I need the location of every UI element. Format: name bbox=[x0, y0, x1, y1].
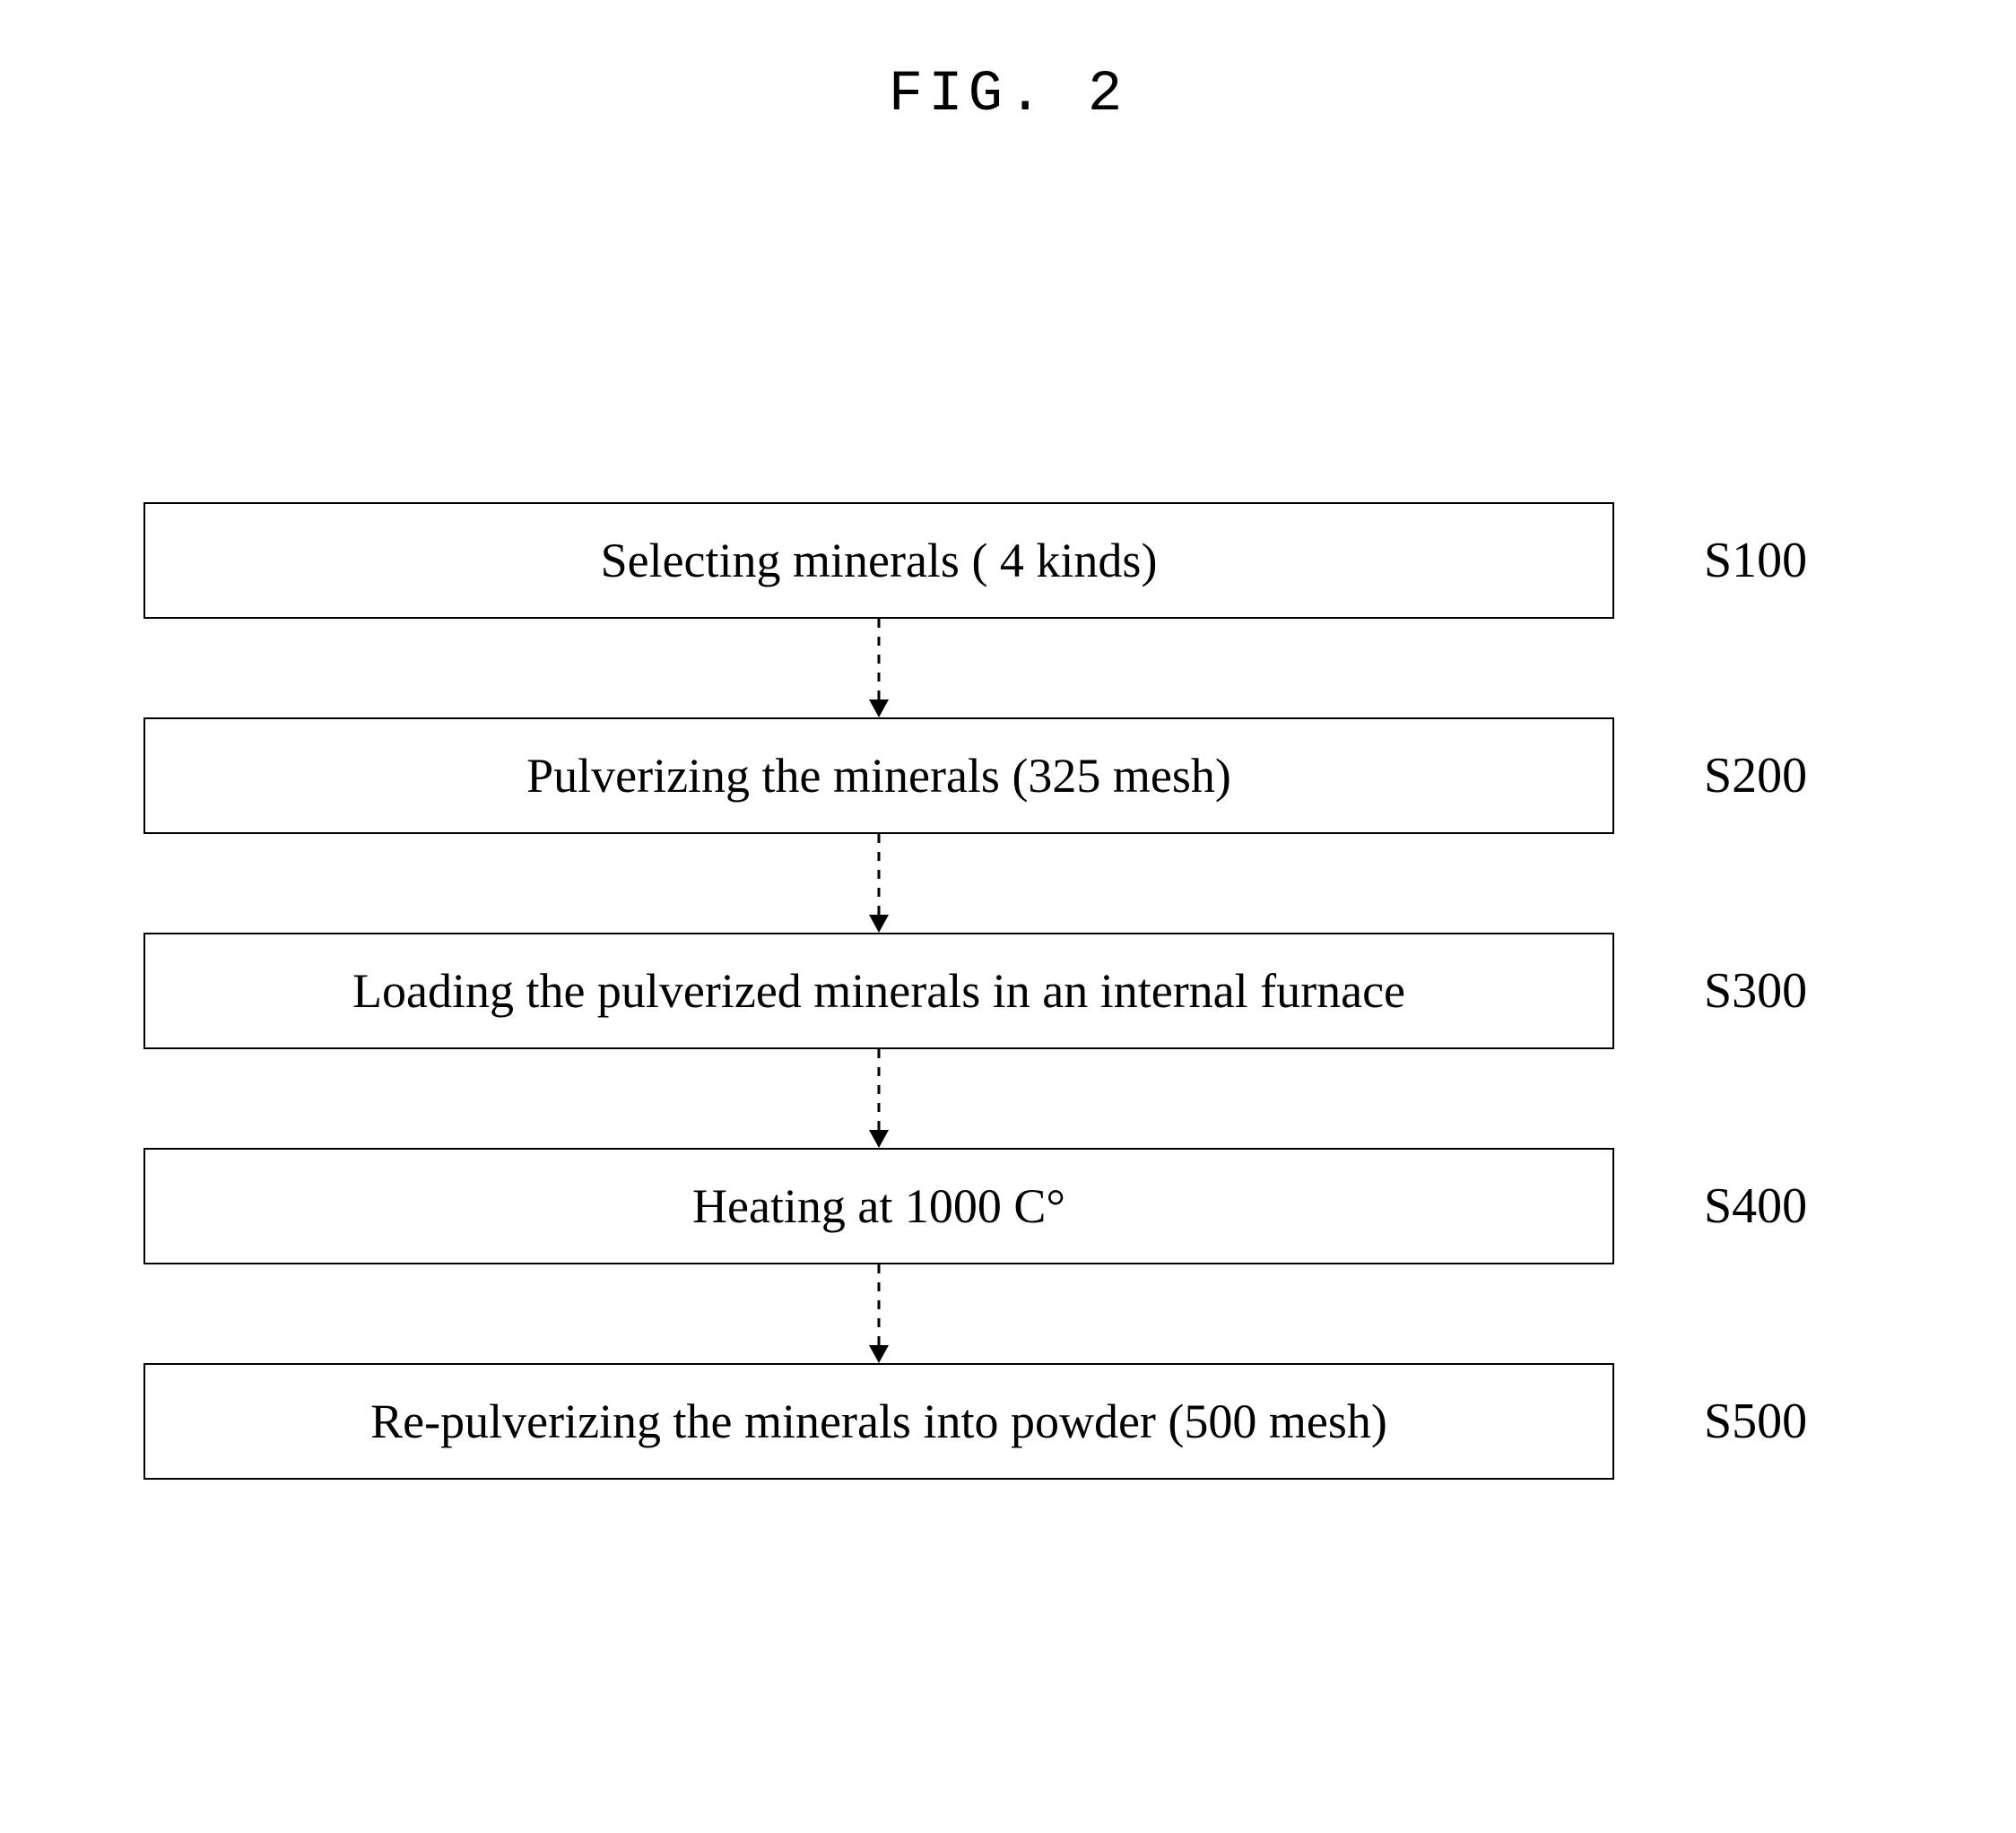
flow-arrow-row bbox=[143, 1264, 1865, 1363]
flowchart: Selecting minerals ( 4 kinds) S100 Pulveri… bbox=[143, 502, 1865, 1480]
flow-step-text: Pulverizing the minerals (325 mesh) bbox=[526, 748, 1231, 804]
flow-step-box: Selecting minerals ( 4 kinds) bbox=[143, 502, 1614, 619]
flow-arrow bbox=[852, 1264, 906, 1363]
page: FIG. 2 Selecting minerals ( 4 kinds) S100… bbox=[0, 0, 2016, 1833]
flow-step-text: Heating at 1000 C° bbox=[692, 1178, 1065, 1234]
flow-step-box: Pulverizing the minerals (325 mesh) bbox=[143, 717, 1614, 834]
flow-step-label: S300 bbox=[1704, 962, 1865, 1020]
flow-arrow-row bbox=[143, 619, 1865, 717]
flow-arrow bbox=[852, 834, 906, 933]
flow-row: Heating at 1000 C° S400 bbox=[143, 1148, 1865, 1264]
flow-arrow bbox=[852, 619, 906, 717]
flow-step-label: S500 bbox=[1704, 1393, 1865, 1450]
flow-step-label: S400 bbox=[1704, 1177, 1865, 1235]
flow-arrow-wrap bbox=[143, 1049, 1614, 1148]
flow-step-text: Selecting minerals ( 4 kinds) bbox=[601, 533, 1158, 588]
flow-row: Selecting minerals ( 4 kinds) S100 bbox=[143, 502, 1865, 619]
flow-arrow bbox=[852, 1049, 906, 1148]
flow-step-text: Loading the pulverized minerals in an in… bbox=[352, 963, 1405, 1019]
flow-step-box: Heating at 1000 C° bbox=[143, 1148, 1614, 1264]
flow-row: Re-pulverizing the minerals into powder … bbox=[143, 1363, 1865, 1480]
flow-arrow-wrap bbox=[143, 619, 1614, 717]
flow-step-box: Re-pulverizing the minerals into powder … bbox=[143, 1363, 1614, 1480]
flow-step-text: Re-pulverizing the minerals into powder … bbox=[370, 1394, 1387, 1449]
figure-title: FIG. 2 bbox=[0, 63, 2016, 127]
flow-arrow-row bbox=[143, 834, 1865, 933]
flow-arrow-wrap bbox=[143, 1264, 1614, 1363]
flow-row: Loading the pulverized minerals in an in… bbox=[143, 933, 1865, 1049]
flow-step-label: S200 bbox=[1704, 747, 1865, 804]
flow-arrow-wrap bbox=[143, 834, 1614, 933]
flow-step-box: Loading the pulverized minerals in an in… bbox=[143, 933, 1614, 1049]
flow-arrow-row bbox=[143, 1049, 1865, 1148]
flow-row: Pulverizing the minerals (325 mesh) S200 bbox=[143, 717, 1865, 834]
flow-step-label: S100 bbox=[1704, 532, 1865, 589]
